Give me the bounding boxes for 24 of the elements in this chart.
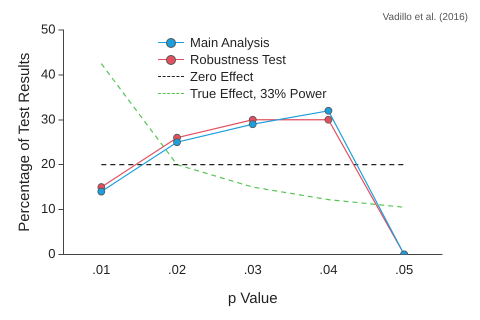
y-tick-label: 50 [40, 22, 56, 37]
x-tick-label: .05 [395, 262, 414, 277]
legend-label: Main Analysis [190, 34, 270, 51]
point [324, 116, 332, 124]
x-tick-label: .04 [319, 262, 338, 277]
y-tick-label: 0 [48, 246, 56, 261]
point [324, 106, 332, 115]
legend-label: Robustness Test [190, 51, 286, 68]
x-axis-title: p Value [228, 290, 278, 308]
y-tick-label: 40 [40, 66, 56, 82]
x-tick-label: .01 [92, 262, 110, 277]
x-tick-label: .02 [168, 262, 186, 277]
y-axis-title: Percentage of Test Results [16, 52, 34, 232]
x-tick-label: .03 [244, 262, 262, 277]
y-tick-label: 10 [40, 201, 56, 216]
legend-label: Zero Effect [190, 68, 254, 85]
legend-label: True Effect, 33% Power [190, 85, 327, 102]
point [173, 138, 181, 146]
y-tick-label: 20 [40, 156, 56, 172]
y-tick-label: 30 [40, 111, 56, 126]
line-series [100, 63, 405, 208]
point [248, 120, 257, 128]
point [97, 188, 106, 196]
text: Vadillo et al. (2016) [382, 12, 468, 23]
